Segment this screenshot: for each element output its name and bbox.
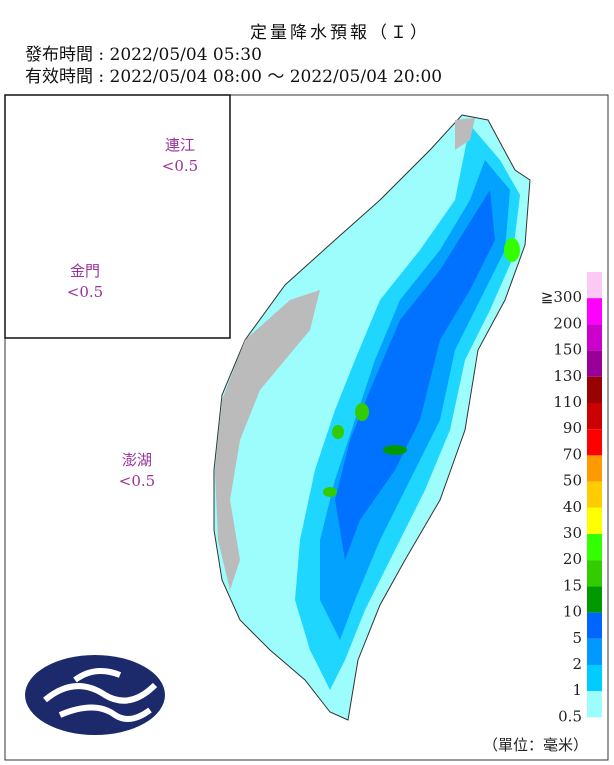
legend-swatch: [587, 534, 602, 561]
area-name: 金門: [70, 262, 100, 280]
area-name: 連江: [165, 136, 195, 154]
taiwan-map: [25, 114, 531, 735]
legend-swatch: [587, 665, 602, 692]
legend-swatch: [587, 560, 602, 587]
legend-swatch: [587, 324, 602, 351]
legend-swatch: [587, 612, 602, 639]
legend-label: 10: [563, 603, 582, 621]
legend-label: 15: [563, 576, 582, 594]
legend-label: 40: [563, 498, 582, 516]
legend-label: 30: [563, 524, 582, 542]
legend-swatch: [587, 429, 602, 456]
legend-unit: （單位：毫米）: [483, 736, 588, 754]
legend-swatch: [587, 403, 602, 430]
legend-label: 130: [553, 367, 582, 385]
legend-swatch: [587, 481, 602, 508]
legend-label: 50: [563, 472, 582, 490]
inset-frame: [4, 94, 231, 339]
legend-label: 70: [563, 445, 582, 463]
legend-label: 90: [563, 419, 582, 437]
area-amount: <0.5: [67, 283, 103, 301]
legend-swatch: [587, 507, 602, 534]
legend-label: 2: [572, 655, 582, 673]
legend-label: 0.5: [558, 707, 582, 725]
legend-swatch: [587, 350, 602, 377]
legend-swatch: [587, 376, 602, 403]
legend-label: 1: [572, 681, 582, 699]
legend-swatch: [587, 691, 602, 718]
area-name: 澎湖: [122, 451, 152, 469]
title: 定量降水預報（Ｉ）: [250, 23, 430, 43]
legend-label: ≧300: [541, 288, 582, 306]
legend-label: 110: [553, 393, 582, 411]
legend-swatch: [587, 272, 602, 299]
legend-label: 5: [572, 629, 582, 647]
legend-swatch: [587, 638, 602, 665]
issued-time: 發布時間 : 2022/05/04 05:30: [25, 45, 262, 65]
legend-swatch: [587, 455, 602, 482]
legend-swatch: [587, 586, 602, 613]
legend-label: 200: [553, 314, 582, 332]
legend-label: 20: [563, 550, 582, 568]
area-amount: <0.5: [119, 472, 155, 490]
legend-label: 150: [553, 341, 582, 359]
valid-time: 有效時間 : 2022/05/04 08:00 ～ 2022/05/04 20:…: [25, 67, 442, 87]
area-amount: <0.5: [162, 157, 198, 175]
legend-swatch: [587, 298, 602, 325]
